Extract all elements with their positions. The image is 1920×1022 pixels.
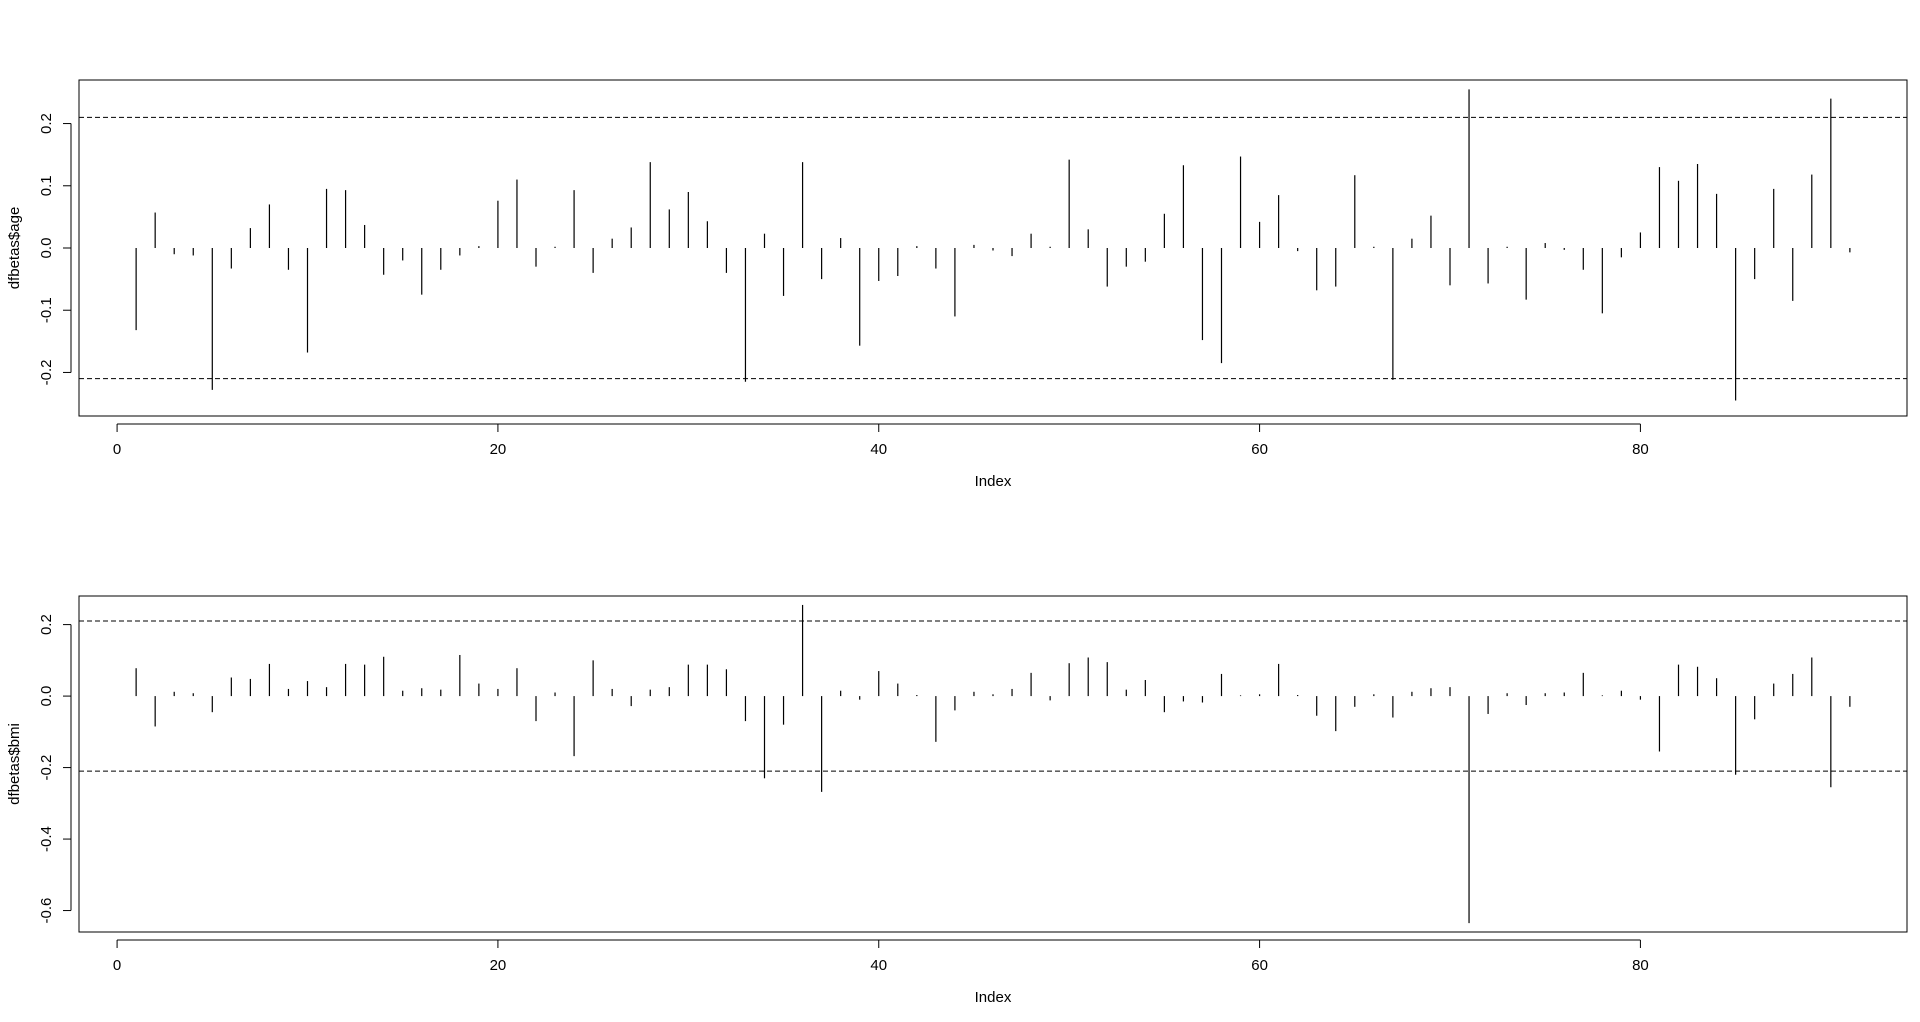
x-tick-label: 60 — [1251, 441, 1268, 458]
plot-frame — [78, 595, 1908, 933]
y-tick-label: -0.6 — [38, 898, 55, 924]
x-tick-label: 80 — [1632, 957, 1649, 974]
y-axis-title: dfbetas$age — [6, 207, 23, 290]
y-tick-label: 0.0 — [38, 686, 55, 707]
y-tick-label: 0.0 — [38, 238, 55, 259]
x-tick-label: 20 — [490, 441, 507, 458]
x-tick-label: 80 — [1632, 441, 1649, 458]
x-tick-label: 20 — [490, 957, 507, 974]
x-tick-label: 0 — [113, 441, 121, 458]
y-axis-title: dfbetas$bmi — [6, 723, 23, 805]
x-axis-title: Index — [975, 473, 1012, 490]
y-tick-label: 0.2 — [38, 614, 55, 635]
x-axis-title: Index — [975, 989, 1012, 1006]
x-tick-label: 40 — [870, 957, 887, 974]
plot-frame — [78, 79, 1908, 417]
y-tick-label: 0.1 — [38, 175, 55, 196]
y-tick-label: -0.4 — [38, 826, 55, 852]
y-tick-label: -0.2 — [38, 360, 55, 386]
y-tick-label: 0.2 — [38, 113, 55, 134]
y-tick-label: -0.2 — [38, 755, 55, 781]
x-tick-label: 40 — [870, 441, 887, 458]
y-tick-label: -0.1 — [38, 297, 55, 323]
x-tick-label: 0 — [113, 957, 121, 974]
x-tick-label: 60 — [1251, 957, 1268, 974]
